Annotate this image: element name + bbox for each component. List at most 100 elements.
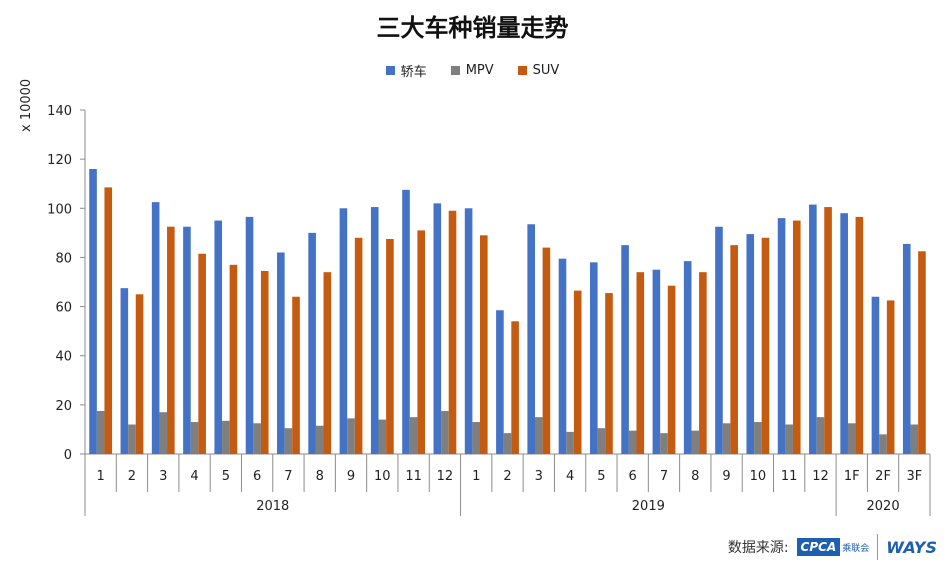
- x-tick-label: 8: [691, 469, 699, 484]
- bar-suv: [886, 300, 895, 454]
- bar-sedan: [496, 310, 504, 454]
- x-tick-label: 5: [222, 469, 230, 484]
- bar-suv: [260, 270, 269, 454]
- bar-sedan: [589, 262, 598, 454]
- y-tick-label: 120: [47, 153, 72, 168]
- x-tick-label: 2: [128, 469, 136, 484]
- bar-suv: [417, 230, 426, 454]
- x-tick-label: 9: [722, 469, 730, 484]
- x-tick-label: 7: [284, 469, 292, 484]
- bar-sedan: [558, 258, 567, 454]
- bar-suv: [699, 272, 707, 454]
- bar-sedan: [89, 168, 97, 454]
- bar-mpv: [879, 434, 887, 454]
- bar-sedan: [277, 252, 285, 454]
- legend-swatch-sedan: [385, 66, 395, 75]
- x-tick-label: 5: [597, 469, 605, 484]
- legend-label-mpv: MPV: [465, 63, 494, 78]
- legend-swatch-mpv: [450, 66, 460, 75]
- x-tick-label: 6: [629, 469, 637, 484]
- bar-suv: [824, 207, 832, 454]
- y-tick-label: 40: [55, 350, 72, 365]
- bar-suv: [354, 237, 363, 454]
- bar-sedan: [871, 296, 880, 454]
- bar-sedan: [433, 203, 442, 454]
- chart-title: 三大车种销量走势: [376, 14, 569, 42]
- x-tick-label: 10: [374, 469, 391, 484]
- bar-suv: [198, 253, 206, 454]
- bar-mpv: [785, 424, 793, 454]
- x-tick-label: 10: [750, 469, 767, 484]
- bar-mpv: [910, 424, 919, 454]
- x-tick-label: 3: [535, 469, 543, 484]
- bar-sedan: [746, 234, 755, 454]
- x-tick-label: 1: [97, 469, 105, 484]
- bar-sedan: [652, 269, 661, 454]
- legend-label-sedan: 轿车: [400, 65, 427, 80]
- bar-suv: [323, 272, 332, 454]
- x-tick-label: 8: [316, 469, 324, 484]
- y-tick-label: 100: [47, 202, 72, 217]
- bar-suv: [229, 264, 238, 454]
- x-tick-label: 3: [159, 469, 167, 484]
- x-tick-label: 12: [812, 469, 829, 484]
- bar-mpv: [503, 433, 512, 454]
- bar-mpv: [128, 424, 136, 454]
- bar-mpv: [441, 411, 449, 454]
- bar-suv: [542, 247, 551, 454]
- bar-sedan: [777, 218, 786, 454]
- bar-sedan: [308, 232, 316, 454]
- bar-sedan: [402, 189, 410, 454]
- bar-mpv: [816, 417, 825, 454]
- bar-suv: [761, 237, 770, 454]
- y-tick-label: 140: [47, 104, 72, 119]
- bar-suv: [730, 245, 738, 454]
- legend-label-suv: SUV: [532, 63, 560, 78]
- bar-sedan: [809, 204, 817, 454]
- bar-suv: [605, 293, 613, 454]
- legend-item-suv: SUV: [517, 61, 560, 80]
- bar-suv: [792, 220, 801, 454]
- bar-suv: [511, 321, 519, 454]
- x-tick-label: 9: [347, 469, 355, 484]
- bar-suv: [448, 210, 457, 454]
- bar-mpv: [660, 433, 668, 454]
- bar-mpv: [597, 428, 606, 454]
- cpca-logo-subtext: 乘联会: [842, 543, 870, 554]
- x-tick-label: 1F: [844, 469, 860, 484]
- bar-suv: [636, 272, 645, 454]
- bar-suv: [135, 294, 144, 454]
- bar-suv: [480, 235, 488, 454]
- bar-sedan: [183, 226, 191, 454]
- bar-mpv: [378, 419, 387, 454]
- bar-suv: [918, 251, 926, 454]
- source-label: 数据来源:: [727, 540, 789, 556]
- y-tick-label: 80: [55, 251, 72, 266]
- y-tick-label: 20: [55, 399, 72, 414]
- bar-mpv: [534, 417, 543, 454]
- x-group-label: 2020: [867, 499, 900, 514]
- y-tick-label: 0: [64, 448, 72, 463]
- bar-sedan: [370, 207, 379, 454]
- bar-sedan: [120, 288, 129, 454]
- bar-sedan: [214, 220, 223, 454]
- x-group-label: 2018: [256, 499, 289, 514]
- footer: 数据来源: CPCA 乘联会 WAYS: [728, 532, 937, 562]
- bar-sedan: [339, 208, 348, 454]
- x-tick-label: 11: [405, 469, 422, 484]
- logo-divider: [877, 534, 879, 560]
- bar-suv: [573, 290, 582, 454]
- y-tick-label: 60: [55, 301, 72, 316]
- x-group-label: 2019: [632, 499, 665, 514]
- x-tick-label: 4: [566, 469, 574, 484]
- x-tick-label: 7: [660, 469, 668, 484]
- bar-mpv: [222, 420, 230, 454]
- bar-suv: [386, 239, 394, 454]
- bar-suv: [292, 296, 300, 454]
- bar-mpv: [409, 417, 418, 454]
- bar-mpv: [847, 423, 856, 454]
- bar-mpv: [472, 422, 481, 454]
- x-tick-label: 6: [253, 469, 261, 484]
